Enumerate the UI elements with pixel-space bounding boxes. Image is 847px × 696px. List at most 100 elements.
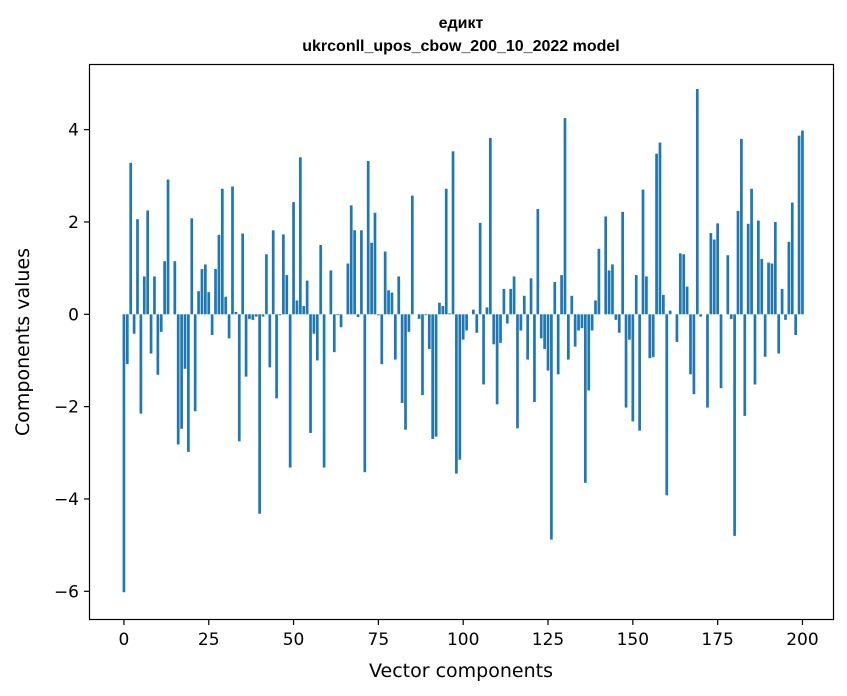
y-tick-label: 2	[68, 213, 79, 233]
bar-component-100	[461, 314, 465, 340]
bar-component-155	[648, 314, 652, 359]
bar-component-58	[319, 245, 323, 315]
bar-component-111	[499, 314, 502, 343]
bar-component-148	[624, 314, 628, 408]
bar-component-163	[675, 314, 679, 342]
bar-component-90	[427, 314, 431, 349]
bar-component-94	[441, 305, 445, 315]
bar-component-179	[729, 314, 733, 319]
bar-component-76	[380, 314, 384, 365]
bar-component-40	[258, 314, 261, 514]
bar-component-89	[424, 314, 428, 316]
bar-component-197	[790, 202, 794, 315]
bar-component-150	[631, 314, 635, 422]
bar-component-158	[658, 142, 662, 315]
bar-component-64	[339, 314, 343, 328]
bar-component-189	[763, 314, 767, 357]
bar-component-4	[136, 219, 139, 315]
bar-component-200	[801, 130, 804, 315]
bar-component-41	[261, 314, 265, 317]
bar-component-97	[451, 151, 455, 315]
x-tick-label: 100	[447, 630, 479, 650]
bar-component-69	[356, 314, 360, 318]
bar-component-146	[617, 314, 621, 333]
x-tick-label: 75	[368, 630, 390, 650]
bar-component-145	[614, 314, 618, 320]
bar-component-93	[438, 302, 441, 315]
bar-component-43	[268, 314, 272, 368]
bar-component-166	[685, 286, 689, 315]
bar-component-25	[207, 292, 211, 315]
bar-component-180	[733, 314, 736, 536]
bar-component-117	[519, 314, 523, 331]
bar-component-184	[746, 223, 750, 315]
chart-title-line2: ukrconll_upos_cbow_200_10_2022 model	[302, 38, 619, 55]
bar-component-24	[203, 264, 207, 315]
x-tick-label: 25	[198, 630, 220, 650]
plot-area-frame	[88, 63, 835, 621]
bar-component-95	[444, 188, 448, 315]
bar-component-143	[607, 270, 611, 315]
bar-component-128	[556, 314, 560, 375]
bar-component-190	[767, 262, 770, 315]
bar-component-199	[797, 135, 801, 315]
bar-component-48	[285, 275, 289, 315]
bar-component-174	[712, 239, 716, 315]
bar-component-17	[180, 314, 183, 429]
y-tick-label: −2	[54, 398, 79, 418]
bar-component-55	[309, 314, 312, 433]
y-tick-label: 4	[68, 121, 79, 141]
bar-component-50	[292, 202, 295, 315]
bar-component-5	[139, 314, 143, 414]
bar-component-152	[638, 314, 641, 431]
bar-component-49	[288, 314, 292, 468]
bar-component-42	[265, 254, 268, 315]
x-tick-label: 150	[617, 630, 649, 650]
bar-component-57	[315, 314, 319, 361]
bar-component-78	[387, 290, 390, 315]
bar-component-13	[166, 179, 170, 315]
bar-component-22	[197, 291, 200, 315]
bar-component-114	[509, 288, 513, 315]
bar-component-181	[736, 210, 740, 315]
bar-component-112	[502, 288, 506, 315]
bar-component-118	[522, 295, 526, 315]
bar-component-10	[156, 314, 160, 375]
bar-component-27	[214, 269, 217, 315]
bar-component-62	[332, 314, 336, 353]
y-axis-label: Components values	[12, 248, 34, 436]
bar-component-129	[560, 275, 563, 315]
bar-component-37	[248, 314, 251, 319]
bar-component-79	[390, 292, 394, 315]
bar-component-35	[241, 233, 245, 315]
bar-component-176	[719, 314, 723, 389]
y-tick-label: −4	[54, 490, 79, 510]
bar-component-53	[302, 305, 306, 315]
bar-component-168	[692, 314, 696, 395]
bar-component-46	[278, 314, 282, 316]
bar-component-195	[784, 314, 787, 320]
bar-component-115	[512, 276, 516, 315]
bar-series	[122, 89, 804, 593]
bar-component-188	[760, 258, 764, 315]
bar-component-164	[678, 253, 682, 315]
bar-component-18	[183, 314, 187, 369]
bar-component-51	[295, 300, 299, 315]
x-axis-label: Vector components	[369, 660, 553, 682]
bar-component-66	[346, 263, 350, 315]
bar-component-80	[393, 314, 397, 360]
bar-component-138	[590, 314, 594, 331]
bar-component-133	[573, 314, 577, 347]
bar-component-134	[577, 314, 580, 331]
bar-component-124	[543, 314, 546, 349]
bar-component-75	[377, 314, 380, 316]
bar-component-139	[594, 300, 597, 315]
bar-component-119	[526, 314, 530, 360]
bar-component-160	[665, 314, 669, 496]
bar-component-165	[682, 254, 686, 315]
bar-component-83	[404, 314, 407, 430]
bar-component-161	[668, 310, 672, 315]
bar-component-12	[163, 261, 166, 315]
bar-component-20	[190, 218, 194, 315]
x-tick-label: 200	[786, 630, 818, 650]
